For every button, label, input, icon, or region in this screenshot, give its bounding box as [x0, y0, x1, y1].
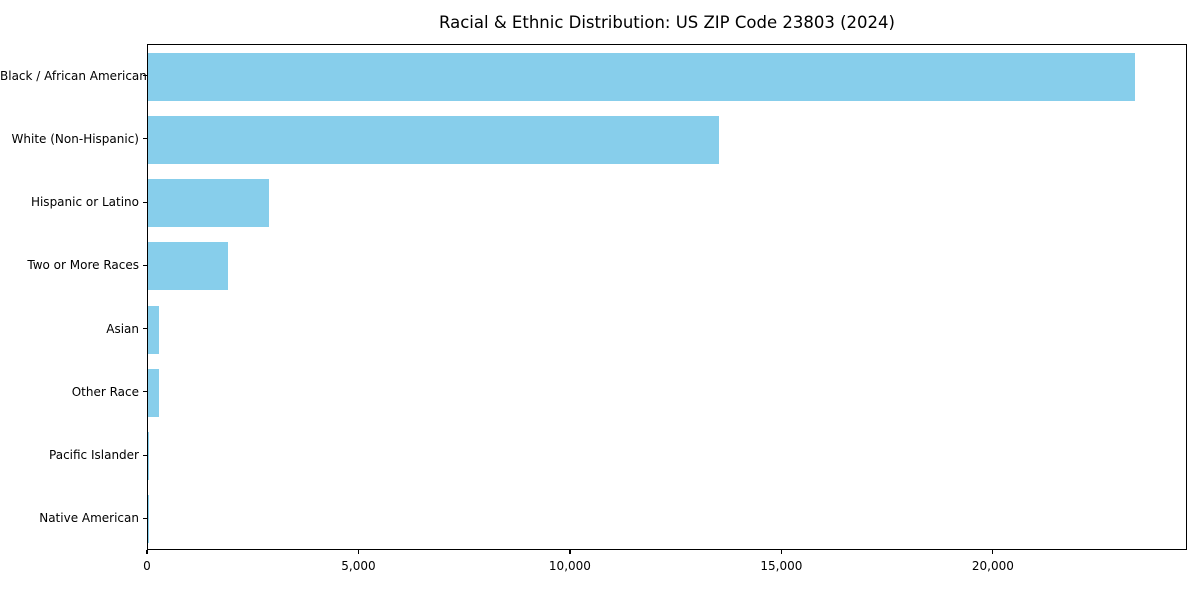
bar [148, 179, 269, 228]
bar [148, 52, 1135, 101]
y-axis-tick [143, 328, 147, 330]
y-axis-tick [143, 138, 147, 140]
bar [148, 432, 150, 481]
x-axis-tick [146, 550, 148, 554]
y-axis-tick [143, 517, 147, 519]
x-tick-label: 0 [143, 559, 151, 573]
bar [148, 242, 228, 291]
bar [148, 305, 159, 354]
chart-title: Racial & Ethnic Distribution: US ZIP Cod… [439, 13, 895, 32]
x-axis-tick [569, 550, 571, 554]
bar [148, 115, 719, 164]
y-axis-tick [143, 264, 147, 266]
y-axis-tick [143, 454, 147, 456]
y-axis-tick [143, 391, 147, 393]
x-tick-label: 5,000 [341, 559, 376, 573]
x-tick-label: 15,000 [760, 559, 803, 573]
x-tick-label: 10,000 [548, 559, 591, 573]
y-tick-label: Native American [39, 511, 139, 526]
y-tick-label: Pacific Islander [49, 448, 139, 463]
y-tick-label: Two or More Races [27, 258, 139, 273]
y-axis-tick [143, 201, 147, 203]
y-tick-label: Asian [106, 321, 139, 336]
plot-area [147, 44, 1187, 550]
x-axis-tick [780, 550, 782, 554]
y-tick-label: Other Race [71, 384, 139, 399]
y-axis-tick [143, 75, 147, 77]
y-tick-label: Hispanic or Latino [30, 195, 139, 210]
y-tick-label: Black / African American [0, 68, 147, 83]
x-tick-label: 20,000 [971, 559, 1014, 573]
bar [148, 368, 159, 417]
y-tick-label: White (Non-Hispanic) [11, 131, 139, 146]
bar [148, 495, 149, 544]
x-axis-tick [992, 550, 994, 554]
x-axis-tick [357, 550, 360, 554]
